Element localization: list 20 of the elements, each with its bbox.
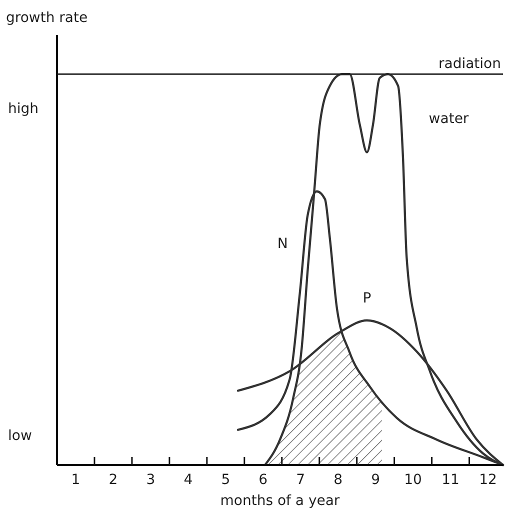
series-label: P [362, 290, 372, 306]
x-tick-label: 1 [71, 472, 80, 488]
x-tick-label: 10 [404, 472, 422, 488]
x-tick-label: 7 [296, 472, 306, 488]
x-tick-label: 3 [146, 472, 156, 488]
x-tick-label: 4 [184, 472, 193, 488]
text: low [8, 428, 32, 444]
ref-line-label: radiation [438, 56, 501, 72]
x-tick-label: 5 [221, 472, 230, 488]
x-tick-label: 12 [479, 472, 497, 488]
y-axis-title: growth rate [6, 10, 88, 26]
x-tick-label: 6 [258, 472, 268, 488]
series-label: N [277, 236, 288, 252]
x-tick-label: 8 [334, 472, 343, 488]
text: high [8, 101, 39, 117]
x-tick-label: 11 [442, 472, 460, 488]
x-tick-label: 9 [371, 472, 380, 488]
x-tick-label: 2 [108, 472, 118, 488]
series-label: water [428, 111, 469, 128]
x-axis-title: months of a year [220, 493, 340, 509]
